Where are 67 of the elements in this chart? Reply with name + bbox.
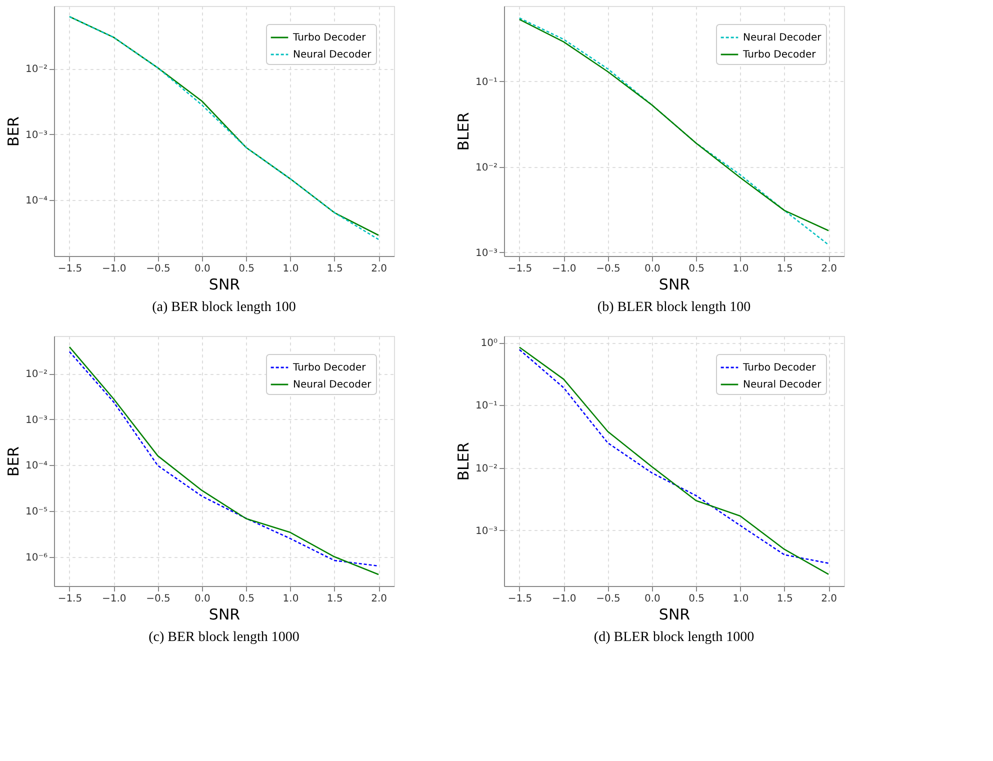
- x-tick-label: −1.5: [508, 594, 532, 604]
- x-tick-label: 1.5: [776, 594, 793, 604]
- x-tick-label: −0.5: [596, 594, 620, 604]
- legend-label: Neural Decoder: [743, 380, 822, 390]
- x-tick-label: 0.0: [194, 594, 210, 604]
- x-tick-label: 0.5: [238, 594, 255, 604]
- x-tick-label: 1.5: [326, 264, 343, 274]
- x-tick-label: 0.5: [238, 264, 255, 274]
- x-tick-label: 0.0: [194, 264, 210, 274]
- x-tick-label: 1.0: [282, 264, 299, 274]
- y-tick-label: 10⁻⁵: [25, 506, 48, 518]
- y-axis-title: BER: [4, 446, 22, 477]
- x-tick-label: 0.5: [688, 264, 705, 274]
- legend-label: Turbo Decoder: [742, 50, 817, 60]
- legend-label: Neural Decoder: [743, 32, 822, 44]
- y-tick-label: 10⁻³: [475, 248, 498, 259]
- x-tick-label: −0.5: [146, 264, 170, 274]
- legend-label: Turbo Decoder: [292, 32, 367, 44]
- y-axis-title: BLER: [454, 442, 472, 481]
- y-tick-label: 10⁻²: [475, 463, 498, 474]
- x-tick-label: −1.0: [102, 594, 126, 604]
- y-tick-label: 10⁻⁶: [25, 552, 48, 564]
- x-axis-title: SNR: [208, 276, 240, 294]
- y-tick-label: 10⁻³: [25, 130, 48, 141]
- x-tick-label: −1.5: [58, 594, 82, 604]
- x-axis-title: SNR: [658, 276, 690, 294]
- x-tick-label: 1.0: [732, 594, 749, 604]
- text: (c) BER block length 1000: [148, 630, 300, 645]
- y-tick-label: 10⁻²: [25, 64, 48, 76]
- y-tick-label: 10⁻²: [25, 369, 48, 380]
- x-tick-label: 2.0: [371, 264, 387, 274]
- y-tick-label: 10⁻¹: [475, 400, 498, 412]
- legend-label: Turbo Decoder: [742, 362, 817, 374]
- x-tick-label: 1.5: [326, 594, 343, 604]
- legend-label: Neural Decoder: [293, 50, 372, 60]
- x-tick-label: −0.5: [146, 594, 170, 604]
- y-tick-label: 10⁻⁴: [25, 195, 48, 206]
- y-tick-label: 10⁻¹: [475, 76, 498, 88]
- x-tick-label: 1.0: [732, 264, 749, 274]
- x-tick-label: −1.0: [552, 594, 576, 604]
- y-tick-label: 10⁻⁴: [25, 460, 48, 472]
- x-tick-label: 0.0: [644, 594, 660, 604]
- x-tick-label: 2.0: [821, 594, 837, 604]
- y-tick-label: 10⁻²: [475, 162, 498, 174]
- y-tick-label: 10⁻³: [475, 526, 498, 537]
- x-tick-label: −1.0: [552, 264, 576, 274]
- x-tick-label: −1.5: [58, 264, 82, 274]
- y-tick-label: 10⁰: [480, 338, 498, 350]
- legend-label: Turbo Decoder: [292, 362, 367, 374]
- x-tick-label: 0.0: [644, 264, 660, 274]
- text: (d) BLER block length 1000: [594, 630, 754, 645]
- x-axis-title: SNR: [208, 606, 240, 624]
- x-tick-label: −1.0: [102, 264, 126, 274]
- x-tick-label: 2.0: [821, 264, 837, 274]
- x-tick-label: 2.0: [371, 594, 387, 604]
- text: (b) BLER block length 100: [597, 300, 751, 315]
- legend-label: Neural Decoder: [293, 380, 372, 390]
- x-tick-label: 1.0: [282, 594, 299, 604]
- y-tick-label: 10⁻³: [25, 414, 48, 426]
- x-tick-label: −1.5: [508, 264, 532, 274]
- y-axis-title: BER: [4, 116, 22, 147]
- x-tick-label: 1.5: [776, 264, 793, 274]
- x-tick-label: 0.5: [688, 594, 705, 604]
- y-axis-title: BLER: [454, 112, 472, 151]
- x-axis-title: SNR: [658, 606, 690, 624]
- x-tick-label: −0.5: [596, 264, 620, 274]
- text: (a) BER block length 100: [152, 300, 296, 315]
